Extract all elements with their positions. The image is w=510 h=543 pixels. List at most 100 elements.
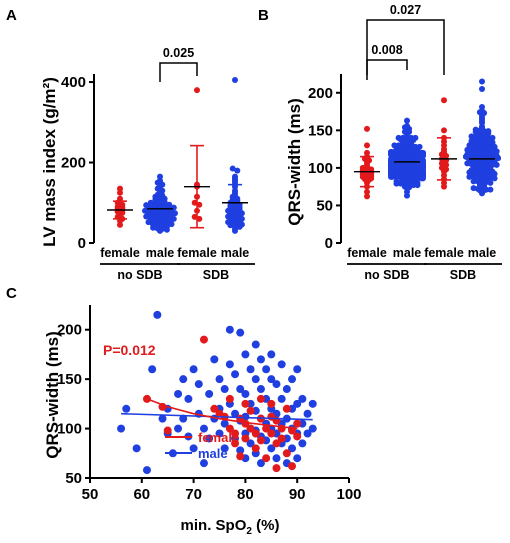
data-point <box>251 340 260 349</box>
data-point <box>364 125 370 132</box>
data-point <box>199 459 208 468</box>
y-tick-label: 0 <box>325 235 333 252</box>
x-tick-label: 90 <box>289 486 306 503</box>
data-point <box>308 424 317 433</box>
data-point <box>487 186 494 193</box>
data-point <box>364 142 370 149</box>
y-tick-label: 400 <box>61 74 86 91</box>
comparison-p-value: 0.027 <box>390 3 421 17</box>
data-point <box>184 394 193 403</box>
data-point <box>225 325 234 334</box>
data-point <box>143 202 150 209</box>
data-point <box>420 150 426 157</box>
data-point <box>147 199 154 206</box>
data-point <box>251 444 260 453</box>
data-point <box>487 179 494 186</box>
data-point <box>262 365 271 374</box>
data-point <box>441 127 447 134</box>
data-point <box>391 142 398 149</box>
panel-c-chart: 50 100 150 200 50 60 70 80 90 100 <box>57 305 362 503</box>
data-point <box>210 355 219 364</box>
data-point <box>236 385 245 394</box>
data-point <box>215 429 224 438</box>
data-point <box>262 454 271 463</box>
data-point <box>163 426 172 435</box>
data-point <box>267 429 276 438</box>
data-point <box>199 424 208 433</box>
data-point <box>288 375 297 384</box>
panel-letter-c: C <box>6 285 17 302</box>
category-label-male: male <box>221 246 250 260</box>
data-point <box>489 134 496 141</box>
category-label-male: male <box>468 246 497 260</box>
y-tick-label: 100 <box>308 160 333 177</box>
data-point <box>132 444 141 453</box>
data-point <box>298 439 307 448</box>
data-point <box>404 122 410 129</box>
y-tick-label: 150 <box>308 122 333 139</box>
data-point <box>205 389 214 398</box>
data-point <box>293 399 302 408</box>
data-point <box>282 385 291 394</box>
data-point <box>225 424 234 433</box>
data-point <box>282 449 291 458</box>
panel-c-y-label: QRS-width (ms) <box>43 331 62 459</box>
data-point <box>493 148 500 155</box>
data-point <box>303 429 312 438</box>
category-label-female: female <box>177 246 217 260</box>
trend-line-female <box>146 398 298 430</box>
data-point <box>179 375 188 384</box>
data-point <box>199 335 208 344</box>
data-point <box>158 414 167 423</box>
category-label-female: female <box>347 246 387 260</box>
data-point <box>231 409 240 418</box>
data-point <box>468 133 475 140</box>
comparison-bracket <box>366 19 445 75</box>
data-point <box>364 193 370 200</box>
data-point <box>288 444 297 453</box>
data-point <box>277 434 286 443</box>
data-point <box>277 360 286 369</box>
y-tick-label: 50 <box>65 470 82 487</box>
data-point <box>272 439 281 448</box>
data-point <box>246 439 255 448</box>
data-point <box>288 462 297 471</box>
data-point <box>256 355 265 364</box>
y-tick-label: 200 <box>61 155 86 172</box>
data-point <box>246 365 255 374</box>
x-tick-label: 60 <box>133 486 150 503</box>
data-point <box>267 399 276 408</box>
data-point <box>416 143 423 150</box>
data-point <box>231 429 240 438</box>
data-point <box>364 149 370 156</box>
data-point <box>256 385 265 394</box>
group-label: SDB <box>203 268 229 282</box>
data-point <box>267 444 276 453</box>
data-point <box>256 459 265 468</box>
panel-letter-b: B <box>258 7 269 24</box>
data-point <box>298 394 307 403</box>
y-tick-label: 150 <box>57 371 82 388</box>
data-point <box>267 375 276 384</box>
data-point <box>179 414 188 423</box>
data-point <box>368 166 375 173</box>
category-label-male: male <box>393 246 422 260</box>
data-point <box>174 389 183 398</box>
panel-c-legend: female male <box>165 430 239 461</box>
data-point <box>229 165 236 172</box>
legend-female-label: female <box>198 430 239 445</box>
y-tick-label: 200 <box>57 322 82 339</box>
group-label: SDB <box>450 268 476 282</box>
data-point <box>119 201 126 208</box>
data-point <box>364 188 370 195</box>
data-point <box>220 444 229 453</box>
data-point <box>308 399 317 408</box>
data-point <box>142 394 151 403</box>
data-point <box>479 86 485 93</box>
x-tick-label: 50 <box>82 486 99 503</box>
panel-b-y-label: QRS-width (ms) <box>285 98 304 226</box>
group-label: no SDB <box>364 268 409 282</box>
